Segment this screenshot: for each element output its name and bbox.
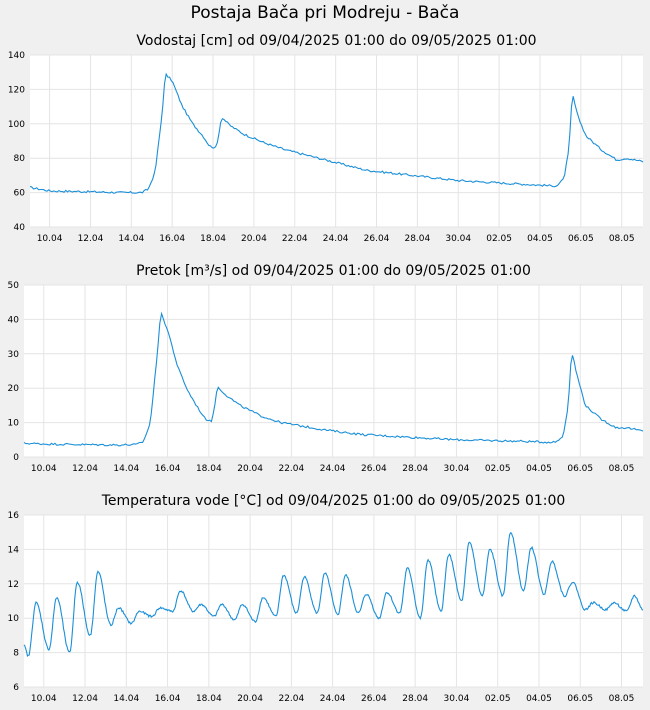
y-tick-label: 30: [8, 350, 20, 360]
x-tick-label: 16.04: [159, 234, 185, 244]
y-tick-label: 40: [8, 315, 20, 325]
x-tick-label: 20.04: [237, 464, 263, 474]
x-tick-label: 20.04: [237, 694, 263, 704]
y-tick-label: 10: [8, 614, 20, 624]
chart-title: Temperatura vode [°C] od 09/04/2025 01:0…: [101, 493, 566, 509]
y-tick-label: 10: [8, 419, 20, 429]
chart-title: Vodostaj [cm] od 09/04/2025 01:00 do 09/…: [136, 33, 536, 49]
x-tick-label: 04.05: [526, 694, 552, 704]
x-tick-label: 08.05: [609, 694, 635, 704]
x-tick-label: 20.04: [241, 234, 267, 244]
x-tick-label: 06.05: [567, 694, 593, 704]
x-tick-label: 28.04: [402, 464, 428, 474]
x-tick-label: 28.04: [402, 694, 428, 704]
x-tick-label: 02.05: [485, 464, 511, 474]
y-tick-label: 14: [8, 545, 20, 555]
x-tick-label: 08.05: [609, 234, 635, 244]
x-tick-label: 26.04: [361, 464, 387, 474]
x-tick-label: 26.04: [364, 234, 390, 244]
series-line: [23, 311, 644, 447]
x-tick-label: 04.05: [526, 464, 552, 474]
series-line: [23, 531, 644, 658]
x-tick-label: 14.04: [113, 694, 139, 704]
y-tick-label: 20: [8, 384, 20, 394]
x-tick-label: 08.05: [609, 464, 635, 474]
y-tick-label: 8: [13, 649, 19, 659]
x-tick-label: 30.04: [444, 464, 470, 474]
x-tick-label: 12.04: [72, 694, 98, 704]
y-tick-label: 60: [14, 189, 26, 199]
x-tick-label: 06.05: [567, 464, 593, 474]
x-tick-label: 18.04: [196, 694, 222, 704]
plot-area: [24, 515, 643, 687]
x-tick-label: 04.05: [527, 234, 553, 244]
x-tick-label: 24.04: [320, 694, 346, 704]
x-tick-label: 22.04: [278, 694, 304, 704]
x-tick-label: 30.04: [445, 234, 471, 244]
x-tick-label: 12.04: [72, 464, 98, 474]
x-tick-label: 18.04: [196, 464, 222, 474]
x-tick-label: 10.04: [31, 464, 57, 474]
chart-title: Pretok [m³/s] od 09/04/2025 01:00 do 09/…: [136, 263, 531, 279]
x-tick-label: 24.04: [320, 464, 346, 474]
page-title: Postaja Bača pri Modreju - Bača: [190, 3, 460, 23]
x-tick-label: 14.04: [118, 234, 144, 244]
x-tick-label: 18.04: [200, 234, 226, 244]
y-tick-label: 50: [8, 281, 20, 291]
x-tick-label: 16.04: [155, 464, 181, 474]
x-tick-label: 30.04: [444, 694, 470, 704]
x-tick-label: 22.04: [278, 464, 304, 474]
y-tick-label: 80: [14, 154, 26, 164]
x-tick-label: 10.04: [31, 694, 57, 704]
x-tick-label: 06.05: [568, 234, 594, 244]
x-tick-label: 02.05: [485, 694, 511, 704]
y-tick-label: 6: [13, 683, 19, 693]
y-tick-label: 120: [8, 85, 25, 95]
x-tick-label: 10.04: [37, 234, 63, 244]
plot-area: [30, 55, 643, 227]
y-tick-label: 140: [8, 51, 25, 61]
y-tick-label: 16: [8, 511, 20, 521]
plot-area: [24, 285, 643, 457]
y-tick-label: 12: [8, 580, 19, 590]
x-tick-label: 24.04: [323, 234, 349, 244]
series-line: [29, 72, 644, 194]
y-tick-label: 100: [8, 120, 25, 130]
y-tick-label: 40: [14, 223, 26, 233]
x-tick-label: 02.05: [486, 234, 512, 244]
x-tick-label: 28.04: [404, 234, 430, 244]
x-tick-label: 12.04: [78, 234, 104, 244]
x-tick-label: 14.04: [113, 464, 139, 474]
x-tick-label: 22.04: [282, 234, 308, 244]
x-tick-label: 26.04: [361, 694, 387, 704]
y-tick-label: 0: [13, 453, 19, 463]
x-tick-label: 16.04: [155, 694, 181, 704]
